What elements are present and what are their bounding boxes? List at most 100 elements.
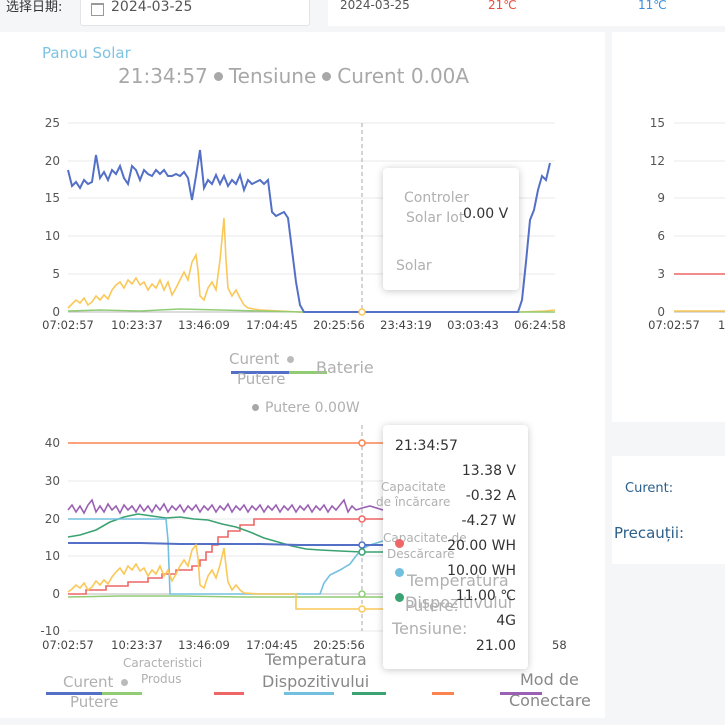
weather-summary: 2024-03-25 21℃ 11℃ bbox=[328, 0, 725, 26]
chart2-xtick: 17:04:45 bbox=[246, 638, 298, 652]
chart2-tooltip-time: 21:34:57 bbox=[395, 438, 458, 454]
calendar-icon bbox=[91, 3, 104, 16]
chart2-tooltip-network: 4G bbox=[496, 613, 516, 629]
legend-line-power bbox=[289, 371, 327, 374]
chart2-legend-product[interactable]: Caracteristici bbox=[123, 656, 203, 670]
chart1b-ytick: 9 bbox=[657, 191, 665, 205]
chart1b-ytick: 3 bbox=[657, 267, 665, 281]
chart1-title-current: Curent 0.00A bbox=[337, 64, 470, 88]
chart1-series-power bbox=[67, 308, 555, 313]
tab-solar-panel[interactable]: Panou Solar bbox=[2, 40, 178, 66]
chart2-xtick: 10:23:37 bbox=[111, 638, 163, 652]
chart1-title: 21:34:57 Tensiune Curent 0.00A bbox=[118, 64, 469, 88]
chart2-tooltip-charge-cap-label1: Capacitate bbox=[381, 480, 446, 494]
chart2-xtick-partial: 58 bbox=[552, 638, 567, 652]
chart1-ytick: 25 bbox=[45, 116, 60, 130]
chart2-series-purple bbox=[67, 498, 384, 515]
chart1-xtick: 07:02:57 bbox=[42, 318, 94, 332]
chart1-tooltip-label3: Solar bbox=[396, 258, 432, 274]
chart1-ytick: 20 bbox=[45, 154, 60, 168]
tooltip-marker-cyan-icon bbox=[395, 568, 404, 577]
chart2-ytick: 40 bbox=[45, 436, 60, 450]
chart1-xtick: 06:24:58 bbox=[514, 318, 566, 332]
legend-dot-icon bbox=[121, 679, 128, 686]
chart1-xtick: 10:23:37 bbox=[111, 318, 163, 332]
chart1-xtick: 23:43:19 bbox=[380, 318, 432, 332]
legend-line-charge bbox=[284, 692, 334, 695]
chart1b-ytick: 15 bbox=[650, 116, 665, 130]
chart2-legend-temp1[interactable]: Temperatura bbox=[265, 650, 367, 669]
chart1-xtick: 20:25:56 bbox=[313, 318, 365, 332]
chart1b-xtick: 07:02:57 bbox=[648, 318, 700, 332]
chart2-tooltip-temp-value: 11.00 ℃ bbox=[455, 588, 516, 604]
chart2-tooltip-temp-label2: Dispozitivului bbox=[405, 593, 513, 612]
side-panel: Curent: Precauții: bbox=[612, 456, 725, 564]
chart2-xtick: 20:25:56 bbox=[313, 638, 365, 652]
chart1-legend-battery[interactable]: Baterie bbox=[316, 358, 374, 377]
chart1-tooltip-label1: Controler bbox=[404, 190, 469, 206]
date-picker[interactable]: 2024-03-25 bbox=[80, 0, 310, 26]
date-label: 选择日期: bbox=[6, 0, 63, 15]
chart1-power-note-text: Putere 0.00W bbox=[265, 400, 360, 416]
chart2-series-current bbox=[68, 542, 383, 546]
chart2-series-battery bbox=[67, 543, 383, 610]
chart2-ytick: 0 bbox=[52, 587, 60, 601]
legend-dot-icon bbox=[287, 356, 294, 363]
legend-line-temperature bbox=[214, 692, 244, 695]
chart2-legend-product2: Produs bbox=[141, 672, 182, 686]
chart2-xtick: 13:46:09 bbox=[178, 638, 230, 652]
side-warning-label: Precauții: bbox=[614, 524, 685, 542]
chart1-xtick: 03:03:43 bbox=[447, 318, 499, 332]
chart1b-xtick-partial: 1 bbox=[718, 318, 725, 332]
chart1-xtick: 13:46:09 bbox=[178, 318, 230, 332]
date-picker-value: 2024-03-25 bbox=[111, 0, 193, 15]
title-dot-icon bbox=[213, 72, 223, 81]
chart2-series-power bbox=[67, 595, 383, 598]
chart1b-ytick: 12 bbox=[650, 154, 665, 168]
chart2-tooltip-last-value: 21.00 bbox=[475, 638, 516, 654]
legend-line-power bbox=[102, 692, 142, 695]
chart2-ytick: 10 bbox=[45, 549, 60, 563]
chart2-series-temperature bbox=[68, 518, 383, 595]
chart1-legend-power[interactable]: Putere bbox=[237, 370, 286, 388]
chart1b-ytick: 0 bbox=[657, 305, 665, 319]
chart2-tooltip-charge-wh: 20.00 WH bbox=[447, 538, 516, 554]
chart1-xtick: 17:04:45 bbox=[246, 318, 298, 332]
summary-date: 2024-03-25 bbox=[340, 0, 410, 12]
right-chart-card bbox=[612, 32, 725, 422]
chart2-xtick: 07:02:57 bbox=[42, 638, 94, 652]
chart2-legend-power[interactable]: Putere bbox=[70, 693, 119, 711]
chart1-ytick: 10 bbox=[45, 229, 60, 243]
temp-high: 21℃ bbox=[488, 0, 517, 12]
chart2-legend-mode1[interactable]: Mod de bbox=[520, 670, 579, 689]
legend-line-discharge bbox=[352, 692, 386, 695]
chart1-legend-current[interactable]: Curent bbox=[229, 350, 280, 368]
legend-line-purple bbox=[500, 692, 542, 695]
chart2-legend-current[interactable]: Curent bbox=[63, 673, 114, 691]
chart2-ytick: 30 bbox=[45, 474, 60, 488]
chart2-legend-mode2: Conectare bbox=[509, 691, 591, 710]
chart2-tooltip-power: -4.27 W bbox=[461, 513, 516, 529]
chart2-tooltip-discharge-cap-label2: Descărcare bbox=[387, 547, 455, 561]
note-dot-icon bbox=[252, 404, 259, 411]
chart1-ytick: 15 bbox=[45, 191, 60, 205]
chart1-ytick: 0 bbox=[52, 305, 60, 319]
chart1-tooltip-value: 0.00 V bbox=[463, 206, 509, 222]
tooltip-marker-green-icon bbox=[395, 593, 404, 602]
chart2-ytick: -10 bbox=[40, 624, 60, 638]
chart2-ytick: 20 bbox=[45, 512, 60, 526]
chart2-tooltip-discharge-cap-label1: Capacitate de bbox=[383, 531, 467, 545]
chart1-title-time: 21:34:57 bbox=[118, 64, 208, 88]
chart2-legend-temp2: Dispozitivului bbox=[262, 672, 370, 691]
chart2-tooltip-voltage-label: Tensiune: bbox=[392, 619, 468, 638]
chart2-tooltip-voltage: 13.38 V bbox=[461, 463, 516, 479]
legend-line-current bbox=[46, 692, 102, 695]
chart2-tooltip-charge-cap-label2: de încărcare bbox=[376, 495, 451, 509]
chart2-tooltip: 21:34:57 13.38 V Capacitate de încărcare… bbox=[376, 425, 528, 669]
chart2-tooltip-power-label: Putere: bbox=[405, 597, 459, 615]
chart1b-ytick: 6 bbox=[657, 229, 665, 243]
chart1-title-voltage: Tensiune bbox=[228, 64, 317, 88]
